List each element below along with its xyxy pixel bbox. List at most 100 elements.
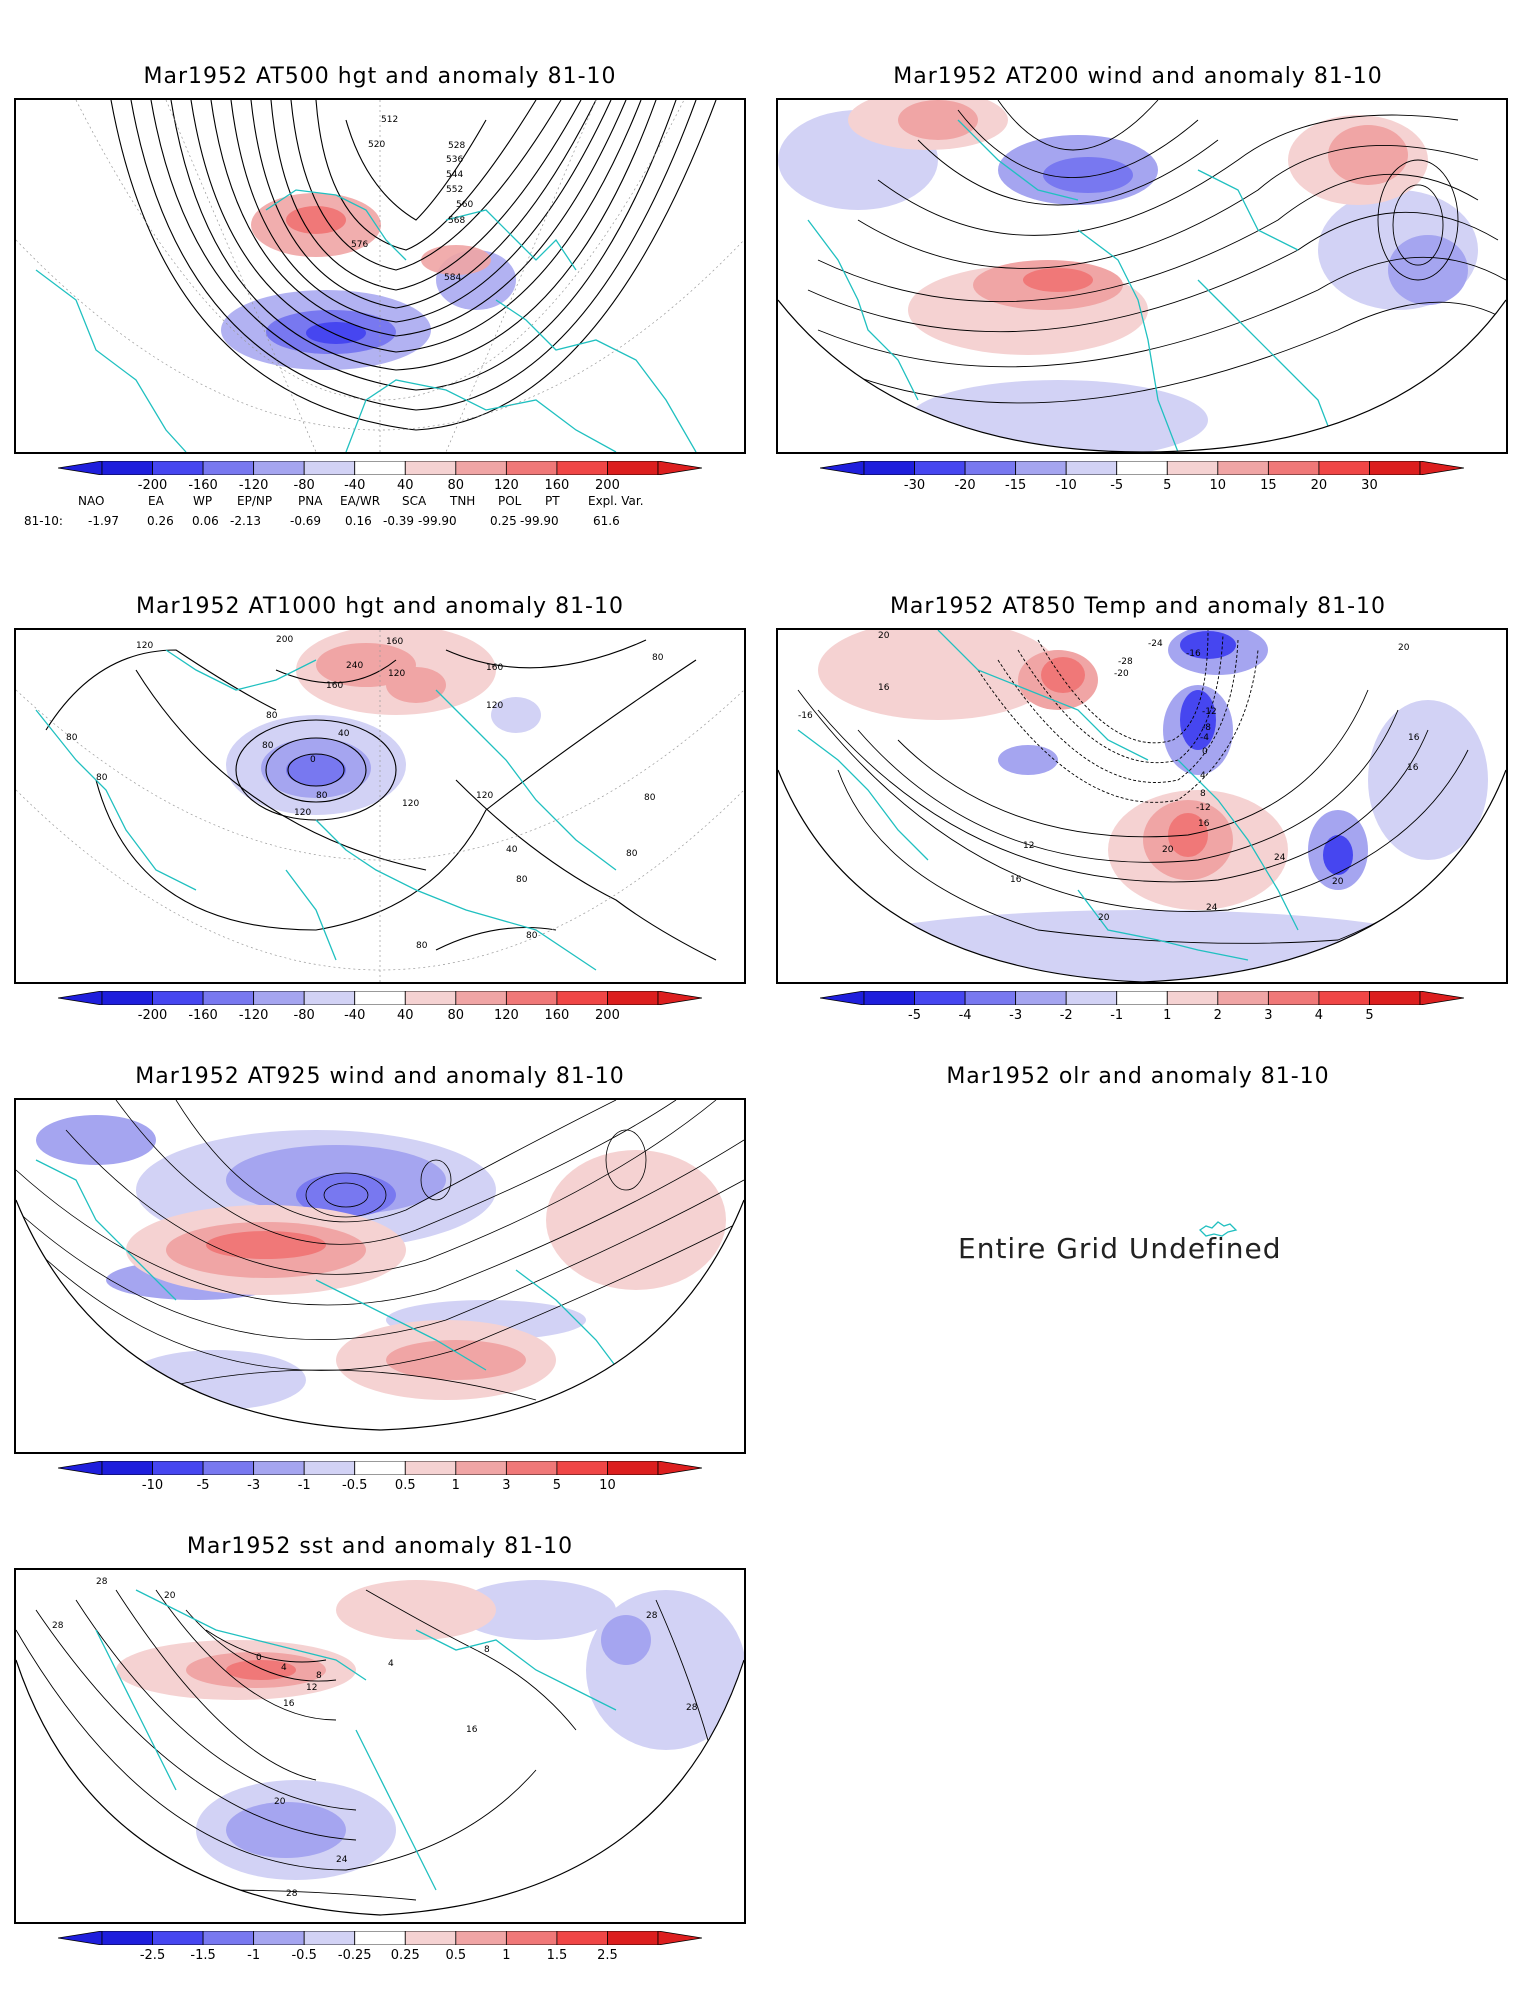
colorbar-tick-label: 3 bbox=[502, 1478, 511, 1493]
colorbar-swatch bbox=[505, 460, 558, 476]
contour-label: 8 bbox=[316, 1671, 322, 1681]
colorbar-tick-label: -0.5 bbox=[342, 1478, 368, 1493]
colorbar-tick-label: -160 bbox=[188, 478, 218, 493]
colorbar-swatch bbox=[1318, 990, 1370, 1006]
index-name: PT bbox=[545, 494, 560, 508]
index-name: Expl. Var. bbox=[588, 494, 644, 508]
colorbar-high-arrow bbox=[1419, 990, 1465, 1006]
colorbar-swatch bbox=[303, 1930, 356, 1946]
contour-label: 80 bbox=[262, 741, 274, 751]
contour-label: 576 bbox=[351, 240, 368, 250]
contour-label: 12 bbox=[306, 1683, 317, 1693]
contour-label: -16 bbox=[798, 711, 813, 721]
colorbar-graphic bbox=[819, 990, 1465, 1006]
colorbar-tick-label: 5 bbox=[1163, 478, 1172, 493]
map-sst: 28 28 20 0 4 8 12 16 4 8 16 20 24 28 28 … bbox=[14, 1568, 746, 1924]
colorbar-sst bbox=[57, 1930, 703, 1946]
colorbar-tick-label: -120 bbox=[238, 1008, 269, 1023]
colorbar-tick-label: 0.25 bbox=[390, 1948, 420, 1963]
colorbar-tick-label: 15 bbox=[1260, 478, 1277, 493]
colorbar-swatch bbox=[202, 1460, 255, 1476]
colorbar-tick-label: -0.5 bbox=[291, 1948, 317, 1963]
colorbar-swatch bbox=[404, 460, 457, 476]
panel-title-at200: Mar1952 AT200 wind and anomaly 81-10 bbox=[893, 64, 1383, 89]
contour-label: 120 bbox=[294, 808, 311, 818]
contour-label: 80 bbox=[266, 711, 278, 721]
colorbar-swatch bbox=[455, 990, 507, 1006]
contour-label: 200 bbox=[276, 635, 293, 645]
contour-label: 0 bbox=[1202, 747, 1208, 757]
colorbar-swatch bbox=[1267, 460, 1320, 476]
map-at850: 20 -24 -16 -28 -20 16 -16 -12 -8 -4 0 4 … bbox=[776, 628, 1508, 984]
colorbar-tick-label: 0.5 bbox=[445, 1948, 467, 1963]
contour-label: 120 bbox=[476, 791, 493, 801]
colorbar-tick-label: -3 bbox=[247, 1478, 261, 1493]
contour-label: 120 bbox=[136, 641, 153, 651]
index-name: PNA bbox=[298, 494, 323, 508]
colorbar-tick-label: -30 bbox=[903, 478, 926, 493]
contour-label: 24 bbox=[1274, 853, 1286, 863]
colorbar-graphic bbox=[819, 460, 1465, 476]
colorbar-swatch bbox=[152, 1930, 204, 1946]
contour-label: 80 bbox=[66, 733, 78, 743]
colorbar-tick-label: 120 bbox=[493, 478, 519, 493]
contour-label: 4 bbox=[1200, 771, 1206, 781]
colorbar-swatch bbox=[404, 1930, 457, 1946]
contour-label: 552 bbox=[446, 185, 463, 195]
colorbar-swatch bbox=[404, 1460, 457, 1476]
colorbar-swatch bbox=[863, 990, 915, 1006]
colorbar-tick-label: 40 bbox=[396, 478, 414, 493]
contour-label: 28 bbox=[686, 1703, 698, 1713]
contour-label: 16 bbox=[1198, 819, 1210, 829]
colorbar-swatch bbox=[303, 990, 356, 1006]
colorbar-tick-label: 40 bbox=[396, 1008, 414, 1023]
colorbar-tick-label: -20 bbox=[954, 478, 976, 493]
colorbar-tick-label: -2.5 bbox=[139, 1948, 166, 1963]
contour-label: -12 bbox=[1196, 803, 1211, 813]
colorbar-tick-label: -1.5 bbox=[190, 1948, 216, 1963]
colorbar-tick-label: 5 bbox=[552, 1478, 562, 1493]
colorbar-swatch bbox=[202, 460, 255, 476]
contour-label: 28 bbox=[646, 1611, 658, 1621]
index-name: SCA bbox=[402, 494, 427, 508]
index-value: -1.97 bbox=[88, 514, 120, 528]
index-value: 0.06 bbox=[192, 514, 219, 528]
colorbar-at925 bbox=[57, 1460, 703, 1476]
contour-label: 544 bbox=[446, 170, 463, 180]
colorbar-high-arrow bbox=[657, 990, 703, 1006]
index-name: EA bbox=[148, 494, 164, 508]
colorbar-swatch bbox=[1217, 990, 1269, 1006]
colorbar-swatch bbox=[914, 460, 966, 476]
map-at925 bbox=[14, 1098, 746, 1454]
colorbar-tick-label: -15 bbox=[1005, 478, 1027, 493]
contour-label: 120 bbox=[402, 799, 419, 809]
colorbar-tick-label: -40 bbox=[344, 1008, 366, 1023]
colorbar-swatch bbox=[1369, 990, 1421, 1006]
colorbar-tick-label: 5 bbox=[1365, 1008, 1374, 1023]
colorbar-tick-label: 10 bbox=[599, 1478, 616, 1493]
contour-label: 40 bbox=[338, 729, 350, 739]
colorbar-at850 bbox=[819, 990, 1465, 1006]
contour-label: 240 bbox=[346, 661, 363, 671]
contour-label: 528 bbox=[448, 141, 465, 151]
colorbar-tick-label: 10 bbox=[1209, 478, 1227, 493]
index-value: 0.16 bbox=[345, 514, 372, 528]
contour-label: -16 bbox=[1186, 649, 1201, 659]
colorbar-swatch bbox=[354, 1930, 406, 1946]
colorbar-swatch bbox=[101, 990, 153, 1006]
contour-label: 80 bbox=[516, 875, 528, 885]
colorbar-swatch bbox=[101, 1930, 153, 1946]
contour-label: 16 bbox=[1407, 763, 1419, 773]
index-value: -0.69 bbox=[290, 514, 322, 528]
contour-label: 80 bbox=[416, 941, 428, 951]
contour-label: 20 bbox=[274, 1797, 286, 1807]
contour-label: 520 bbox=[368, 140, 385, 150]
colorbar-tick-label: 4 bbox=[1314, 1008, 1324, 1023]
colorbar-swatch bbox=[556, 990, 608, 1006]
contour-label: 8 bbox=[484, 1645, 490, 1655]
colorbar-swatch bbox=[1166, 460, 1219, 476]
contour-label: -20 bbox=[1114, 669, 1129, 679]
colorbar-tick-label: 0.5 bbox=[394, 1478, 416, 1493]
colorbar-swatch bbox=[101, 1460, 153, 1476]
index-name: EA/WR bbox=[340, 494, 381, 508]
